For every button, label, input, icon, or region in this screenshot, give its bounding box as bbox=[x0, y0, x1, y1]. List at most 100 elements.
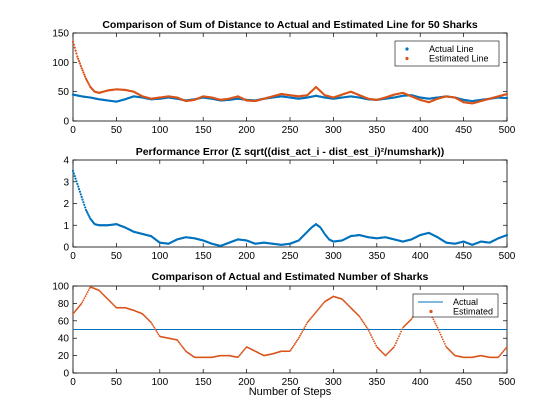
x-tick-label: 400 bbox=[412, 251, 429, 262]
x-tick-label: 500 bbox=[499, 251, 516, 262]
data-point bbox=[317, 307, 320, 310]
data-point bbox=[372, 338, 374, 341]
data-point bbox=[78, 190, 82, 193]
data-point bbox=[76, 55, 79, 58]
data-point bbox=[77, 60, 81, 63]
data-point bbox=[437, 329, 440, 331]
x-tick-label: 100 bbox=[151, 251, 168, 262]
x-tick-label: 350 bbox=[368, 251, 385, 262]
data-point bbox=[73, 46, 76, 49]
data-point bbox=[150, 321, 153, 324]
data-point bbox=[79, 64, 82, 67]
x-tick-label: 400 bbox=[412, 125, 429, 136]
data-point bbox=[176, 339, 179, 341]
data-point bbox=[181, 345, 184, 348]
data-point bbox=[80, 195, 83, 199]
data-point bbox=[393, 344, 396, 347]
data-point bbox=[432, 318, 435, 321]
data-point bbox=[501, 351, 504, 354]
data-point bbox=[183, 348, 186, 351]
data-point bbox=[292, 344, 295, 347]
x-tick-label: 450 bbox=[455, 377, 472, 388]
data-point bbox=[74, 49, 77, 52]
data-point bbox=[87, 214, 90, 217]
data-point bbox=[87, 82, 90, 85]
data-point bbox=[151, 323, 154, 326]
data-point bbox=[298, 336, 300, 339]
data-point bbox=[366, 328, 369, 330]
data-point bbox=[154, 328, 157, 331]
data-point bbox=[498, 355, 500, 358]
y-tick-label: 150 bbox=[52, 29, 69, 40]
data-point bbox=[79, 193, 82, 196]
data-point bbox=[84, 206, 87, 209]
data-point bbox=[75, 52, 78, 55]
data-point bbox=[310, 316, 313, 319]
data-point bbox=[439, 333, 442, 336]
x-tick-label: 450 bbox=[455, 125, 472, 136]
data-point bbox=[71, 40, 75, 43]
data-point bbox=[395, 342, 397, 344]
data-point bbox=[238, 354, 241, 357]
data-point bbox=[365, 326, 368, 329]
data-point bbox=[318, 306, 321, 309]
data-point bbox=[240, 351, 243, 354]
panel-title: Performance Error (Σ sqrt((dist_act_i - … bbox=[136, 146, 445, 158]
data-point bbox=[84, 75, 87, 78]
data-point bbox=[242, 349, 245, 352]
legend-marker bbox=[405, 56, 409, 61]
data-point bbox=[82, 201, 85, 204]
x-tick-label: 100 bbox=[151, 377, 168, 388]
x-tick-label: 300 bbox=[325, 251, 342, 262]
data-point bbox=[241, 350, 244, 353]
legend-marker bbox=[429, 309, 433, 314]
data-point bbox=[314, 311, 317, 314]
x-tick-label: 50 bbox=[111, 377, 123, 388]
y-tick-label: 60 bbox=[58, 316, 70, 327]
data-point bbox=[177, 340, 180, 343]
data-point bbox=[155, 329, 158, 332]
data-point bbox=[433, 320, 436, 323]
data-point bbox=[360, 318, 363, 321]
data-point bbox=[320, 305, 322, 308]
data-point bbox=[239, 353, 242, 355]
data-point bbox=[289, 349, 292, 352]
x-tick-label: 50 bbox=[111, 125, 123, 136]
legend-box bbox=[412, 293, 499, 318]
data-point bbox=[505, 97, 509, 100]
legend-marker bbox=[405, 47, 409, 51]
data-point bbox=[156, 331, 159, 334]
x-axis-label: Number of Steps bbox=[249, 386, 332, 398]
y-tick-label: 1 bbox=[63, 221, 69, 232]
data-point bbox=[316, 309, 319, 311]
data-point bbox=[301, 331, 304, 333]
data-point bbox=[80, 67, 83, 70]
data-point bbox=[505, 92, 509, 96]
data-point bbox=[308, 319, 311, 321]
data-point bbox=[305, 323, 308, 326]
data-point bbox=[296, 339, 298, 342]
series-estimated bbox=[72, 286, 508, 359]
data-point bbox=[78, 62, 82, 65]
data-point bbox=[77, 188, 81, 191]
x-tick-label: 150 bbox=[195, 125, 212, 136]
data-point bbox=[364, 324, 367, 327]
data-point bbox=[153, 326, 156, 329]
data-point bbox=[436, 326, 439, 329]
data-point bbox=[86, 80, 89, 84]
legend-label: Estimated bbox=[453, 307, 493, 317]
legend-label: Estimated Line bbox=[429, 54, 489, 64]
data-point bbox=[434, 322, 437, 325]
data-point bbox=[76, 182, 79, 186]
x-tick-label: 150 bbox=[195, 377, 212, 388]
data-point bbox=[502, 350, 505, 353]
x-tick-label: 150 bbox=[195, 251, 212, 262]
data-point bbox=[300, 332, 303, 335]
data-point bbox=[358, 315, 361, 318]
x-tick-label: 250 bbox=[282, 125, 299, 136]
y-tick-label: 100 bbox=[52, 58, 69, 69]
data-point bbox=[442, 340, 445, 343]
data-point bbox=[401, 328, 404, 331]
data-point bbox=[397, 337, 399, 340]
